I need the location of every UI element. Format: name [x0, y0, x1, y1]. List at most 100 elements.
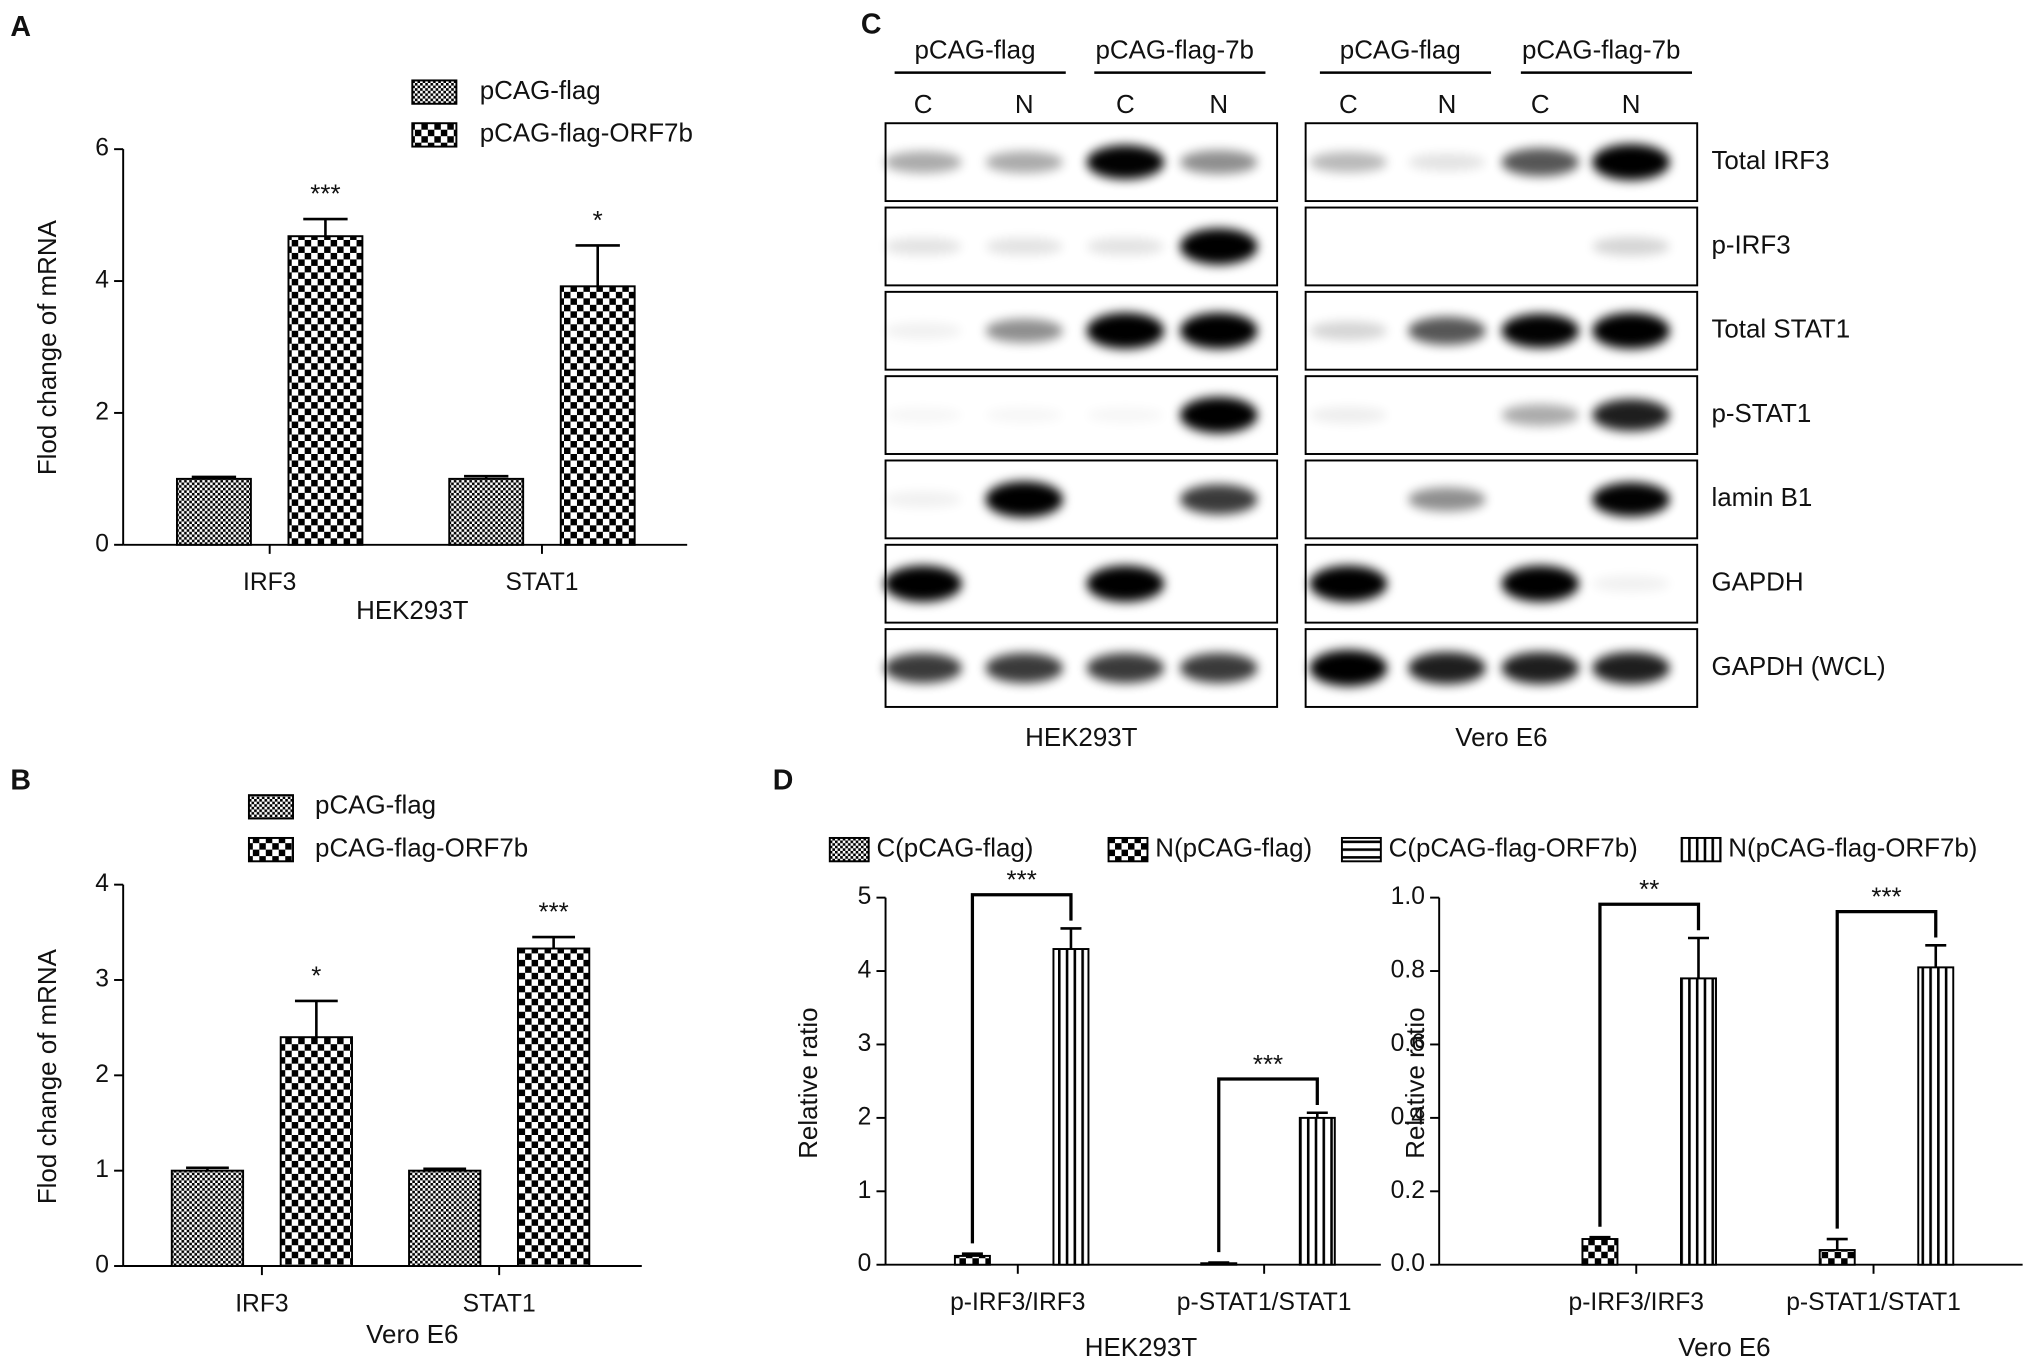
legend-label: C(pCAG-flag-ORF7b) [1389, 834, 1638, 862]
y-tick-label: 0.0 [1391, 1250, 1425, 1277]
blot-band [1179, 312, 1258, 349]
bar [448, 477, 525, 546]
blot-band [1592, 312, 1670, 349]
blot-band [1179, 652, 1258, 684]
x-tick-label: STAT1 [505, 569, 578, 596]
blot-band [1501, 313, 1580, 348]
x-tick-label: IRF3 [243, 569, 296, 596]
blot-band [1309, 649, 1388, 687]
legend-swatch [411, 122, 458, 148]
legend-label: pCAG-flag-ORF7b [480, 120, 693, 148]
y-tick-label: 4 [95, 267, 109, 294]
y-tick-label: 3 [95, 966, 109, 993]
lane-label: N [1015, 91, 1034, 119]
significance-label: *** [1871, 883, 1901, 911]
significance-label: *** [1007, 867, 1037, 895]
y-tick-label: 4 [95, 870, 109, 897]
blot-band [884, 322, 963, 340]
bar [559, 285, 636, 546]
blot-band [1592, 575, 1670, 593]
x-tick-label: p-STAT1/STAT1 [1177, 1289, 1352, 1316]
error-bar [532, 935, 576, 949]
blot-band [884, 151, 963, 174]
legend-swatch [247, 836, 294, 863]
error-bar [186, 1166, 229, 1171]
blot-band [884, 407, 962, 423]
blot-band [884, 652, 963, 684]
panel-label: D [773, 765, 794, 797]
blot-band [1592, 143, 1670, 181]
lane-label: N [1622, 91, 1641, 119]
legend-swatch [1340, 836, 1382, 863]
legend-label: C(pCAG-flag) [876, 834, 1033, 862]
lane-label: C [1531, 91, 1550, 119]
bar [1818, 1249, 1856, 1266]
blot-band [1179, 484, 1258, 515]
blot-band [985, 652, 1064, 684]
blot-band [985, 237, 1064, 256]
significance-bracket [1217, 1077, 1319, 1253]
error-bar [961, 1252, 983, 1256]
blot-band [884, 491, 963, 508]
significance-bracket [1835, 909, 1938, 1229]
y-axis-title: Relative ratio [795, 1007, 823, 1158]
significance-label: * [311, 962, 321, 990]
row-label: lamin B1 [1711, 484, 1812, 512]
bar [1298, 1116, 1336, 1266]
lane-label: C [1116, 91, 1135, 119]
error-bar [575, 244, 620, 287]
panel-label: B [10, 765, 31, 797]
y-tick-label: 5 [858, 883, 872, 910]
bar [1052, 948, 1090, 1266]
lane-label: C [914, 91, 933, 119]
blot-band [1086, 565, 1165, 602]
y-axis-title: Flod change of mRNA [34, 948, 62, 1204]
blot-band [1309, 321, 1388, 341]
error-bar [1826, 1237, 1848, 1251]
bar [279, 1036, 353, 1267]
blot-band [1309, 406, 1388, 424]
x-tick-label: p-IRF3/IRF3 [950, 1289, 1085, 1316]
blot-band [1501, 565, 1580, 602]
cell-line-label: HEK293T [1025, 724, 1138, 752]
group-header: pCAG-flag-7b [1522, 37, 1680, 65]
blot-band [985, 481, 1064, 518]
y-tick-label: 0.8 [1391, 957, 1425, 984]
error-bar [1306, 1111, 1328, 1118]
blot-band [1086, 145, 1165, 180]
blot-band [1179, 228, 1258, 265]
y-tick-label: 1 [858, 1177, 872, 1204]
y-tick-label: 0.2 [1391, 1177, 1425, 1204]
bar [408, 1169, 482, 1267]
y-tick-label: 1.0 [1391, 883, 1425, 910]
blot-band [1501, 651, 1580, 685]
y-axis-title: Flod change of mRNA [34, 219, 62, 475]
y-tick-label: 0.4 [1391, 1103, 1425, 1130]
legend-label: pCAG-flag-ORF7b [315, 834, 528, 862]
x-tick-label: IRF3 [235, 1290, 288, 1317]
y-tick-label: 3 [858, 1030, 872, 1057]
y-tick-label: 4 [858, 957, 872, 984]
blot-band [1408, 487, 1486, 512]
error-bar [423, 1167, 467, 1171]
lane-label: N [1209, 91, 1228, 119]
blot-band [1086, 652, 1165, 684]
significance-label: *** [310, 181, 340, 209]
blot-band [985, 151, 1064, 174]
legend-swatch [828, 836, 870, 863]
y-tick-label: 0 [95, 1252, 109, 1279]
cell-line-label: Vero E6 [1455, 724, 1547, 752]
y-tick-label: 1 [95, 1156, 109, 1183]
blot-band [1592, 651, 1670, 685]
error-bar [1060, 927, 1082, 950]
y-tick-label: 2 [95, 1061, 109, 1088]
error-bar [294, 999, 338, 1038]
blot-band [884, 237, 963, 256]
blot-band [1408, 651, 1486, 685]
row-label: Total IRF3 [1711, 147, 1829, 175]
blot-band [1408, 153, 1486, 171]
legend-swatch [1107, 836, 1149, 863]
blot-band [1592, 237, 1670, 256]
x-tick-label: STAT1 [463, 1290, 536, 1317]
